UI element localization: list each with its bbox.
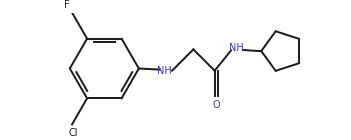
Text: O: O (213, 100, 220, 110)
Text: F: F (64, 0, 70, 10)
Text: Cl: Cl (68, 128, 78, 138)
Text: NH: NH (229, 43, 244, 53)
Text: NH: NH (157, 66, 172, 76)
